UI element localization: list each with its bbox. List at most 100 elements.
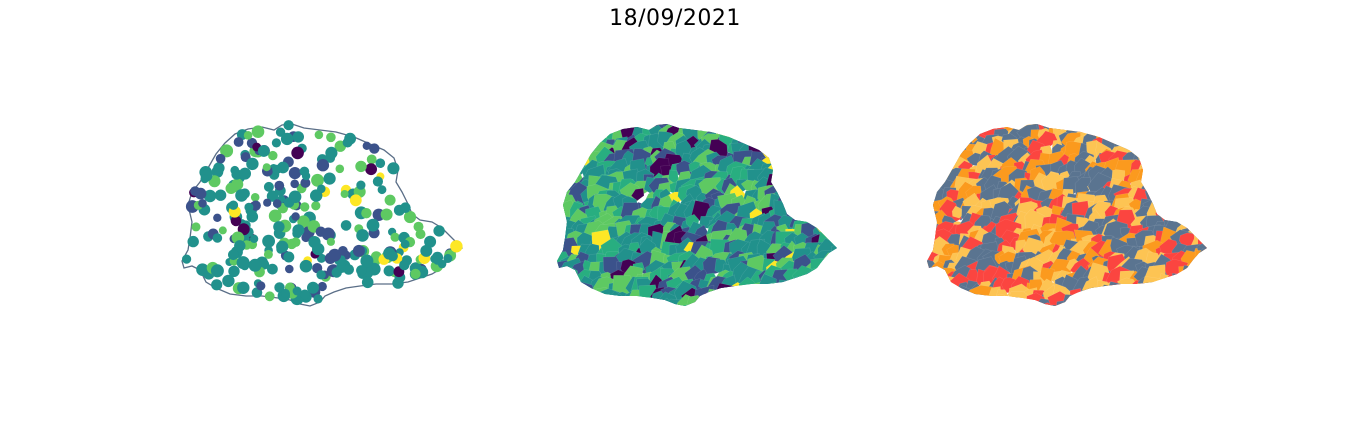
municipality-region — [830, 288, 837, 305]
municipality-region — [751, 124, 769, 127]
location-dot — [215, 153, 226, 164]
municipality-region — [617, 124, 642, 128]
municipality-region — [1200, 124, 1207, 132]
municipality-region — [561, 283, 579, 301]
location-dot — [343, 264, 354, 275]
municipality-region — [746, 284, 766, 306]
municipality-region — [927, 203, 932, 231]
municipality-region — [1141, 276, 1162, 299]
municipality-region — [831, 181, 837, 196]
municipality-region — [933, 145, 952, 160]
municipality-region — [1080, 309, 1099, 327]
municipality-region — [1201, 204, 1207, 223]
location-dot — [390, 232, 400, 242]
municipality-region — [818, 189, 837, 212]
municipality-region — [755, 124, 776, 133]
municipality-region — [810, 126, 826, 142]
location-dot — [349, 194, 362, 207]
municipality-region — [1186, 124, 1207, 135]
municipality-region — [1199, 132, 1207, 152]
location-dot — [191, 222, 201, 232]
location-dot — [267, 263, 278, 275]
municipality-region — [834, 129, 837, 142]
municipality-region — [759, 133, 778, 153]
municipality-region — [1005, 124, 1029, 129]
municipality-region — [1172, 124, 1190, 135]
location-dot — [380, 208, 393, 221]
municipality-region — [1154, 134, 1172, 154]
municipality-region — [1165, 143, 1186, 164]
municipality-region — [557, 302, 573, 306]
municipality-regions — [557, 110, 837, 306]
municipality-region — [1161, 169, 1186, 191]
municipality-region — [1175, 195, 1200, 214]
municipality-region — [927, 173, 939, 188]
municipality-region — [786, 140, 816, 168]
municipality-region — [766, 124, 792, 147]
location-dot — [291, 212, 300, 221]
map-panel-choropleth-categories — [915, 110, 1215, 330]
municipality-region — [1147, 285, 1170, 306]
municipality-region — [927, 267, 930, 288]
municipality-region — [622, 124, 638, 129]
municipality-region — [785, 200, 803, 217]
state-choropleth-map-categories — [920, 124, 1207, 327]
municipality-region — [1197, 229, 1207, 258]
municipality-region — [698, 110, 713, 120]
municipality-region — [608, 124, 622, 130]
municipality-region — [789, 124, 803, 125]
figure-title: 18/09/2021 — [609, 6, 741, 31]
municipality-region — [631, 188, 645, 201]
municipality-region — [920, 307, 944, 327]
municipality-region — [580, 124, 604, 138]
municipality-region — [1096, 284, 1122, 304]
location-dot — [273, 221, 285, 233]
municipality-region — [787, 184, 802, 197]
municipality-region — [1181, 293, 1206, 306]
municipality-region — [927, 161, 928, 175]
location-dot — [274, 282, 285, 293]
municipality-region — [792, 168, 812, 189]
municipality-region — [587, 110, 604, 121]
municipality-region — [790, 124, 813, 135]
municipality-region — [770, 143, 790, 161]
municipality-region — [1172, 304, 1189, 306]
municipality-region — [619, 297, 644, 306]
municipality-region — [813, 124, 833, 129]
municipality-region — [1139, 297, 1153, 306]
municipality-region — [927, 160, 941, 184]
municipality-region — [927, 293, 942, 306]
municipality-region — [823, 252, 837, 271]
location-dot — [326, 237, 335, 246]
municipality-region — [1105, 293, 1128, 306]
location-dot — [250, 193, 260, 202]
municipality-region — [821, 179, 837, 199]
municipality-region — [814, 294, 829, 306]
municipality-region — [812, 278, 834, 294]
location-dot — [228, 249, 239, 261]
municipality-region — [834, 142, 837, 158]
municipality-region — [1073, 304, 1092, 306]
location-dot — [356, 265, 367, 276]
municipality-region — [939, 141, 955, 156]
municipality-region — [785, 297, 809, 306]
location-dot — [317, 281, 327, 292]
municipality-regions — [920, 124, 1207, 327]
municipality-region — [557, 159, 568, 181]
location-dot — [256, 281, 266, 291]
municipality-region — [566, 135, 587, 161]
municipality-region — [567, 293, 592, 306]
municipality-region — [1150, 293, 1173, 306]
municipality-region — [733, 124, 752, 137]
municipality-region — [765, 132, 790, 151]
municipality-region — [689, 110, 702, 122]
municipality-region — [1185, 156, 1199, 171]
municipality-region — [1193, 186, 1207, 203]
municipality-region — [804, 290, 820, 306]
municipality-region — [1085, 291, 1099, 306]
location-dot — [218, 226, 227, 235]
location-dot — [443, 254, 453, 263]
municipality-region — [813, 268, 837, 295]
map-panel-choropleth-viridis — [545, 110, 845, 330]
municipality-region — [1192, 269, 1206, 285]
